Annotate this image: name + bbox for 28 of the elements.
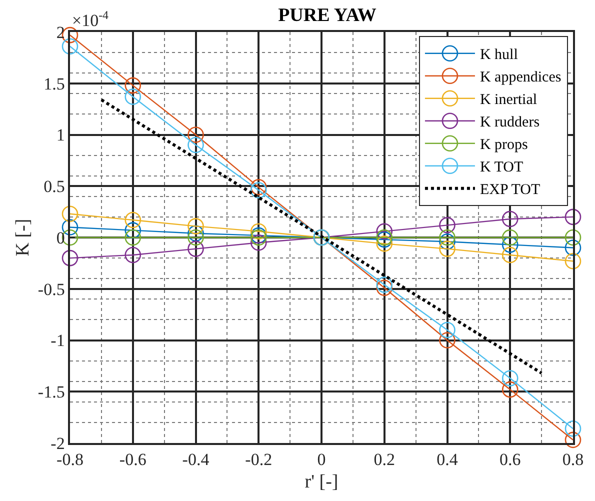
x-tick-label: -0.8: [56, 450, 84, 470]
y-tick-label: 1: [56, 126, 65, 145]
y-tick-label: -0.5: [38, 280, 65, 299]
y-tick-label: 0.5: [44, 177, 65, 196]
chart-title: PURE YAW: [278, 4, 376, 26]
x-tick-label: -0.2: [245, 450, 272, 470]
y-tick-label: 2: [56, 22, 65, 42]
x-tick-label: 0.8: [562, 450, 584, 470]
x-tick-label: 0.6: [500, 450, 521, 470]
y-tick-label: 1.5: [44, 74, 65, 94]
x-tick-label: -0.6: [119, 450, 146, 470]
legend-label: K appendices: [480, 70, 562, 86]
legend-label: K inertial: [480, 92, 538, 108]
x-tick-label: 0: [317, 450, 326, 470]
legend-label: K props: [480, 137, 528, 154]
y-axis-title: K [-]: [12, 218, 34, 256]
y-tick-label: -2: [50, 434, 65, 453]
x-tick-label: 0.2: [374, 450, 396, 470]
y-tick-label: -1.5: [38, 382, 65, 402]
legend-label: K hull: [480, 47, 518, 64]
text: ×10$^{-4}$: [72, 8, 109, 30]
x-tick-label: -0.4: [182, 450, 210, 470]
y-tick-label: -1: [50, 331, 65, 350]
legend-label: EXP TOT: [480, 182, 540, 198]
legend-label: K rudders: [480, 114, 540, 131]
legend-label: K TOT: [480, 160, 524, 176]
x-tick-label: 0.4: [436, 450, 458, 470]
x-axis-title: r' [-]: [304, 471, 338, 492]
